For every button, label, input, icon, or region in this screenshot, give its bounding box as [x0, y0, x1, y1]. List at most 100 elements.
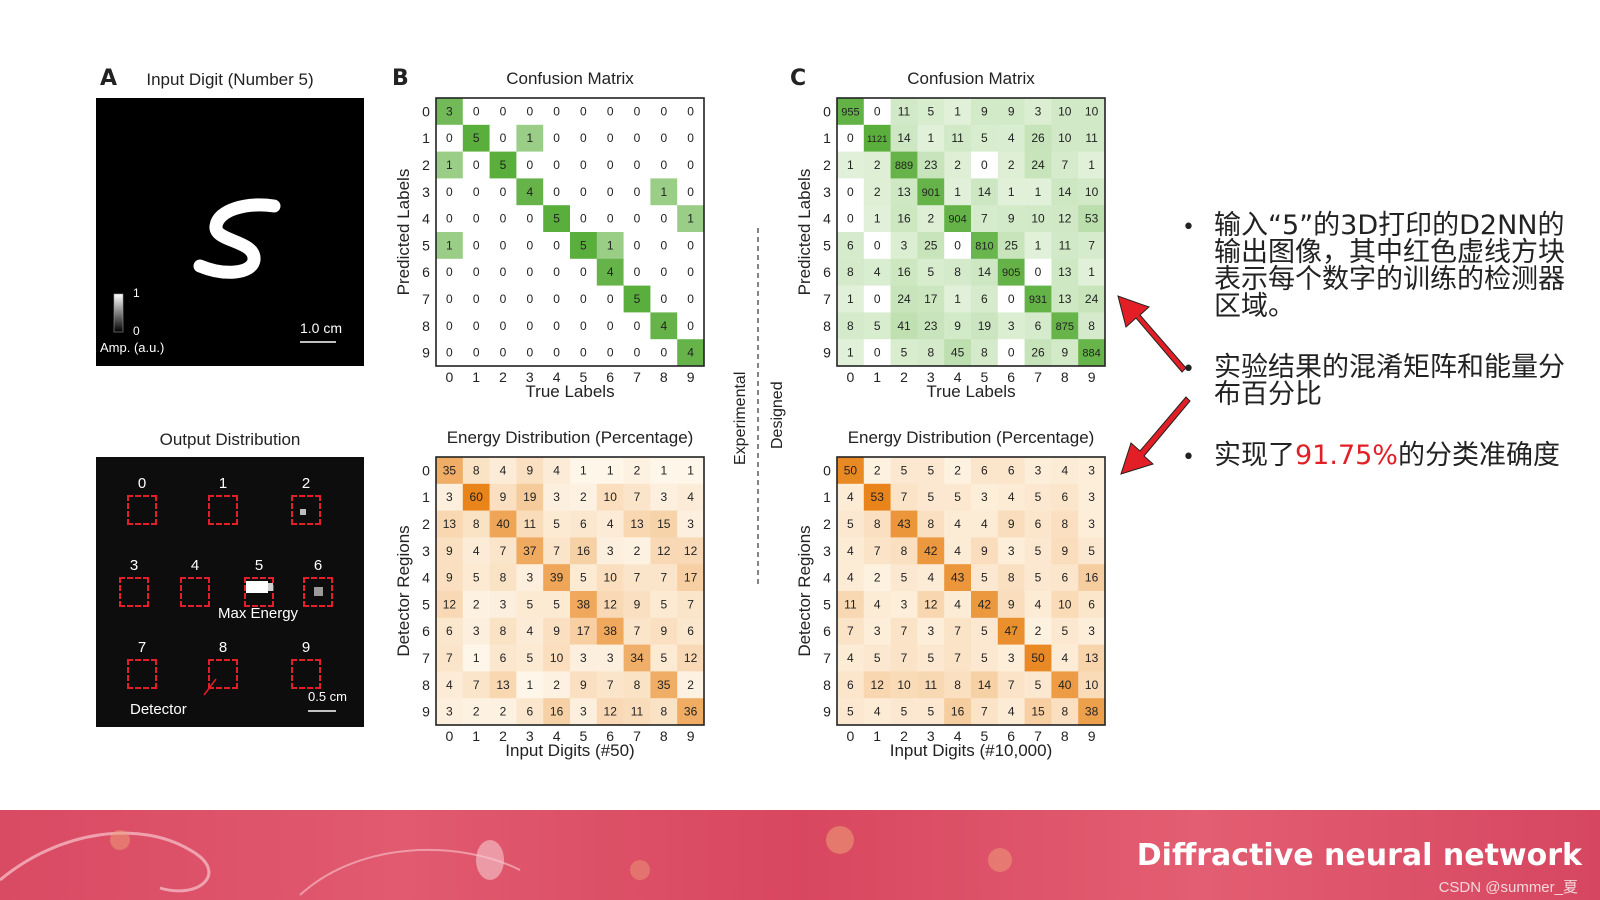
heatmap-cell [543, 151, 571, 179]
cell-value-label: 10 [1058, 597, 1072, 611]
cell-value-label: 0 [607, 346, 614, 360]
x-tick-label: 9 [687, 369, 695, 385]
heatmap-cell [489, 178, 517, 206]
output-distribution-title: Output Distribution [159, 430, 301, 449]
bullet-2-text: 实验结果的混淆矩阵和能量分布百分比 [1214, 352, 1565, 410]
cell-value-label: 5 [1035, 571, 1042, 585]
cell-value-label: 10 [1058, 104, 1072, 118]
heatmap-title: Confusion Matrix [907, 69, 1035, 88]
heatmap-cell [570, 510, 598, 538]
cell-value-label: 0 [526, 212, 533, 226]
heatmap-cell [677, 258, 705, 286]
x-tick-label: 4 [954, 728, 962, 744]
heatmap-cell [1078, 339, 1106, 367]
heatmap-cell [1051, 564, 1079, 592]
heatmap-cell [677, 457, 705, 485]
heatmap-cell [1024, 312, 1052, 340]
heatmap-cell [944, 510, 972, 538]
heatmap-cell [890, 258, 918, 286]
x-tick-label: 6 [1007, 369, 1015, 385]
digit-five-glyph [113, 198, 336, 343]
heatmap-cell [1051, 537, 1079, 565]
heatmap-cell [1078, 285, 1106, 313]
cell-value-label: 34 [630, 651, 644, 665]
cell-value-label: 15 [657, 517, 671, 531]
x-tick-label: 5 [981, 728, 989, 744]
heatmap-cell [677, 591, 705, 619]
heatmap-cell [462, 483, 490, 511]
heatmap-cell [650, 285, 678, 313]
heatmap-cell [1078, 671, 1106, 699]
cell-value-label: 17 [924, 292, 938, 306]
cell-value-label: 0 [553, 346, 560, 360]
heatmap-cell [596, 510, 624, 538]
cell-value-label: 38 [1085, 705, 1099, 719]
heatmap-cell [489, 510, 517, 538]
x-axis-label: Input Digits (#50) [505, 741, 634, 760]
heatmap-cell [596, 205, 624, 233]
heatmap-cell [917, 617, 945, 645]
cell-value-label: 12 [871, 678, 885, 692]
cell-value-label: 11 [631, 705, 644, 719]
cell-value-label: 13 [1085, 651, 1099, 665]
heatmap-cell [623, 537, 651, 565]
heatmap-cell [997, 258, 1025, 286]
heatmap-cell [890, 457, 918, 485]
cell-value-label: 16 [550, 705, 564, 719]
cell-value-label: 3 [526, 571, 533, 585]
detector-label-5: 5 [254, 557, 264, 574]
heatmap-cell [516, 258, 544, 286]
cell-value-label: 12 [657, 544, 671, 558]
cell-value-label: 4 [1035, 597, 1042, 611]
y-tick-label: 0 [823, 103, 831, 119]
cell-value-label: 0 [473, 185, 480, 199]
heatmap-cell [971, 671, 999, 699]
cell-value-label: 1 [687, 463, 694, 477]
cell-value-label: 4 [954, 517, 961, 531]
cell-value-label: 0 [687, 319, 694, 333]
cell-value-label: 5 [927, 490, 934, 504]
heatmap-cell [997, 537, 1025, 565]
heatmap-cell [516, 232, 544, 260]
heatmap-cell [944, 258, 972, 286]
x-tick-label: 2 [900, 369, 908, 385]
cell-value-label: 8 [954, 265, 961, 279]
cell-value-label: 14 [978, 678, 992, 692]
heatmap-cell [623, 591, 651, 619]
cell-value-label: 0 [847, 131, 854, 145]
heatmap-cell [516, 151, 544, 179]
heatmap-cell [1078, 617, 1106, 645]
heatmap-cell [917, 178, 945, 206]
heatmap-cell [890, 98, 918, 126]
cell-value-label: 4 [607, 265, 614, 279]
heatmap-cell [837, 178, 865, 206]
cell-value-label: 3 [901, 597, 908, 611]
cell-value-label: 0 [446, 212, 453, 226]
cell-value-label: 6 [1088, 597, 1095, 611]
heatmap-cell [489, 232, 517, 260]
bullet-1-text: 输入“5”的3D打印的D2NN的输出图像，其中红色虚线方块表示每个数字的训练的检… [1214, 210, 1565, 322]
heatmap-cell [462, 457, 490, 485]
cell-value-label: 3 [500, 597, 507, 611]
cell-value-label: 0 [634, 104, 641, 118]
cell-value-label: 8 [473, 517, 480, 531]
cell-value-label: 24 [897, 292, 911, 306]
heatmap-cell [944, 232, 972, 260]
cell-value-label: 0 [473, 104, 480, 118]
heatmap-cell [650, 644, 678, 672]
y-tick-label: 9 [823, 704, 831, 720]
heatmap-cell [944, 537, 972, 565]
heatmap-cell [436, 232, 464, 260]
heatmap-cell [596, 617, 624, 645]
heatmap-cell [971, 591, 999, 619]
heatmap-cell [863, 644, 891, 672]
cell-value-label: 0 [526, 319, 533, 333]
heatmap-cell [462, 564, 490, 592]
cell-value-label: 9 [981, 544, 988, 558]
cell-value-label: 6 [847, 238, 854, 252]
heatmap-cell [462, 671, 490, 699]
heatmap-cell [997, 483, 1025, 511]
cell-value-label: 15 [1031, 705, 1045, 719]
heatmap-cell [917, 98, 945, 126]
heatmap-frame [435, 97, 705, 367]
